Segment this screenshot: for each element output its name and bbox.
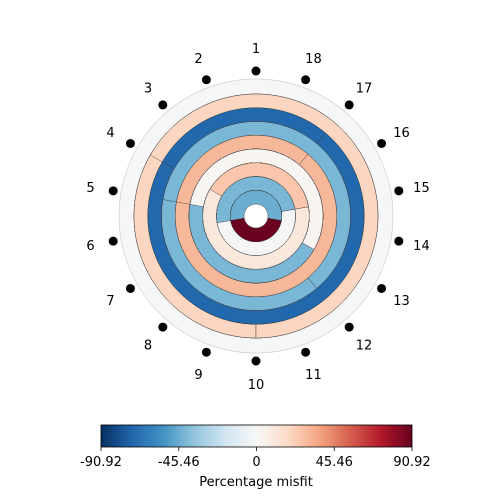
segment-marker-17 [344,100,354,110]
segment-label-1: 1 [252,42,260,57]
segment-label-4: 4 [106,126,114,141]
segment-label-18: 18 [305,52,322,67]
segment-marker-18 [301,75,311,85]
segment-label-10: 10 [248,378,265,393]
segment-marker-12 [344,322,354,332]
segment-label-7: 7 [106,294,114,309]
segment-label-5: 5 [86,181,94,196]
segment-marker-8 [158,322,168,332]
segment-label-11: 11 [305,368,322,383]
segment-marker-9 [201,347,211,357]
segment-label-16: 16 [393,126,410,141]
segment-label-17: 17 [356,81,373,96]
colorbar-tick-label: 45.46 [316,455,353,470]
colorbar-tick-label: 0 [252,455,260,470]
segment-markers [108,66,404,366]
segment-label-15: 15 [413,181,430,196]
colorbar-tick-label: -45.46 [158,455,200,470]
bullseye-rings [118,78,394,354]
segment-marker-3 [158,100,168,110]
segment-label-6: 6 [86,239,94,254]
segment-marker-16 [377,139,387,148]
segment-marker-14 [394,236,404,246]
segment-marker-11 [301,347,311,357]
colorbar-label: Percentage misfit [199,475,313,490]
segment-label-14: 14 [413,239,430,254]
segment-marker-10 [251,356,261,366]
segment-label-12: 12 [356,339,373,354]
segment-marker-7 [125,284,135,293]
segment-marker-6 [108,236,118,246]
colorbar-gradient [100,424,413,448]
colorbar-tick-label: 90.92 [393,455,430,470]
segment-marker-13 [377,284,387,293]
segment-marker-15 [394,186,404,196]
segment-marker-2 [201,75,211,85]
segment-label-3: 3 [144,81,152,96]
colorbar: -90.92 -45.46 0 45.46 90.92 Percentage misfi… [80,424,431,490]
segment-label-2: 2 [194,52,202,67]
segment-marker-1 [251,66,261,76]
segment-label-8: 8 [144,339,152,354]
colorbar-ticks: -90.92 -45.46 0 45.46 90.92 [80,447,431,470]
segment-marker-4 [125,139,135,148]
segment-marker-5 [108,186,118,196]
segment-label-9: 9 [194,368,202,383]
segment-label-13: 13 [393,294,410,309]
center-hole [243,203,269,229]
colorbar-tick-label: -90.92 [80,455,122,470]
